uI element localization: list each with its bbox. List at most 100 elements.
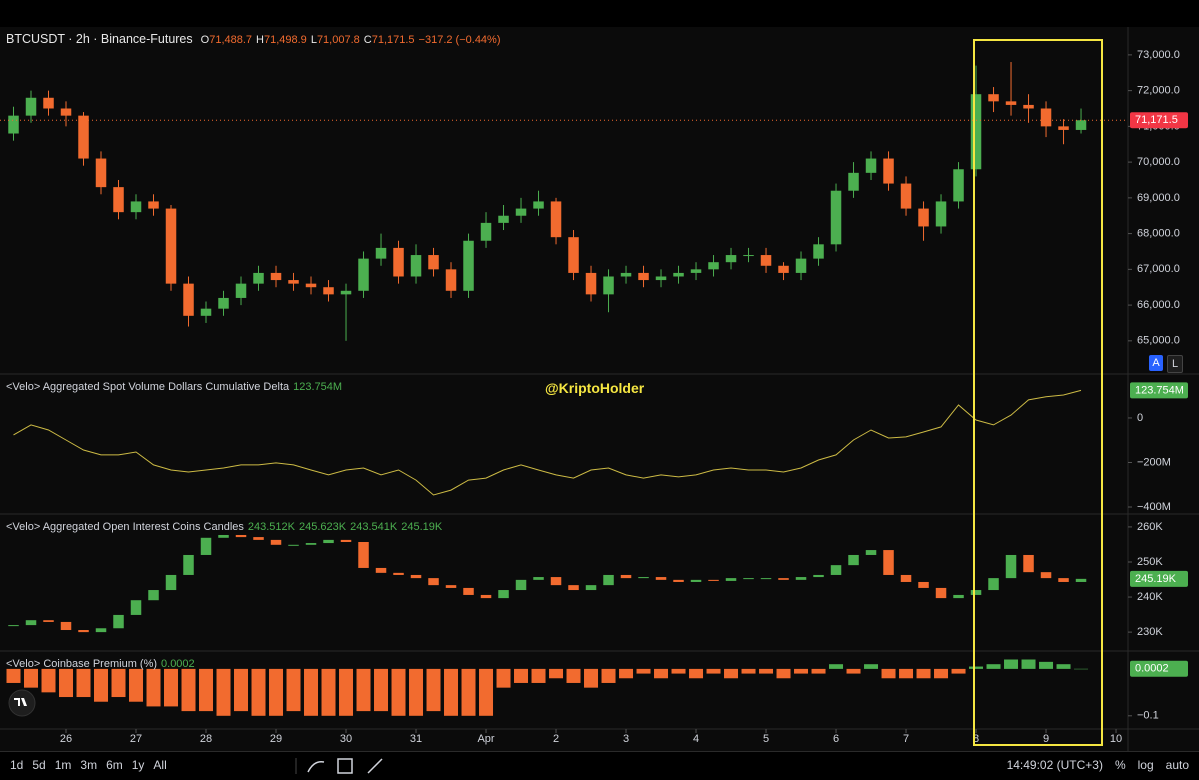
candle-body <box>480 222 492 241</box>
candle-body <box>43 97 54 109</box>
premium-bar <box>339 668 354 716</box>
ohlc-key: L <box>310 34 317 46</box>
candle-body <box>795 258 807 273</box>
candle-body <box>78 115 89 159</box>
candle-body <box>113 614 124 629</box>
premium-bar <box>951 668 966 674</box>
premium-bar <box>444 668 459 716</box>
premium-bar <box>41 668 56 693</box>
candle-body <box>725 255 737 263</box>
candle-body <box>25 620 37 626</box>
scale-option[interactable]: log <box>1137 758 1154 772</box>
premium-bar <box>409 668 424 716</box>
candle-body <box>43 620 54 622</box>
range-button[interactable]: 1d <box>10 758 24 772</box>
x-tick-label: 6 <box>833 733 839 745</box>
auto-scale-button[interactable]: A <box>1149 355 1163 371</box>
bottom-toolbar: 1d 5d 1m 3m 6m 1y All 14:49:02 (UTC+3)% log auto <box>0 751 1199 780</box>
premium-bar <box>356 668 371 712</box>
range-button[interactable]: 1m <box>54 758 72 772</box>
scale-option[interactable]: % <box>1114 758 1126 772</box>
premium-bar <box>251 668 266 716</box>
y-tick-label: 73,000.0 <box>1137 49 1180 61</box>
candle-body <box>375 247 387 259</box>
scale-option[interactable]: auto <box>1165 758 1189 772</box>
premium-bar <box>794 668 809 674</box>
candle-body <box>270 272 282 281</box>
candle-body <box>743 578 754 580</box>
candle-body <box>620 574 632 579</box>
candle-body <box>1058 578 1069 582</box>
candle-body <box>323 287 334 295</box>
candle-body <box>1040 108 1052 127</box>
y-tick-label: 68,000.0 <box>1137 228 1180 240</box>
candle-body <box>848 554 859 566</box>
range-button[interactable]: 3m <box>80 758 98 772</box>
premium-bar <box>601 668 616 683</box>
candle-body <box>8 625 19 627</box>
ohlc-value: 71,171.5 <box>371 34 415 46</box>
premium-bar <box>129 668 144 702</box>
last-value-badge <box>1130 570 1188 587</box>
candle-body <box>883 550 894 575</box>
x-tick-label: 9 <box>1043 733 1049 745</box>
premium-bar <box>776 668 791 679</box>
candle-body <box>60 108 72 116</box>
ohlc-value: 245.19K <box>401 521 443 533</box>
candle-body <box>358 542 369 568</box>
candle-body <box>620 272 632 277</box>
log-scale-button[interactable]: L <box>1167 355 1183 373</box>
range-button[interactable]: 5d <box>32 758 46 772</box>
line-tool[interactable] <box>367 758 383 774</box>
candle-body <box>865 158 877 173</box>
candle-body <box>550 201 562 238</box>
rect-tool[interactable] <box>337 758 353 774</box>
premium-bar <box>864 664 879 669</box>
ohlc-value: 71,488.7 <box>209 34 253 46</box>
x-tick-label: 10 <box>1110 733 1122 745</box>
ohlc-value: 245.623K <box>299 521 347 533</box>
x-tick-label: 28 <box>200 733 212 745</box>
candle-body <box>8 115 19 134</box>
candle-body <box>340 290 352 295</box>
range-buttons: 1d 5d 1m 3m 6m 1y All <box>10 758 176 772</box>
candle-body <box>953 169 964 202</box>
ohlc-value: 243.512K <box>247 521 295 533</box>
candle-body <box>235 534 247 538</box>
candle-body <box>603 574 614 586</box>
candle-body <box>935 587 947 599</box>
x-tick-label: 5 <box>763 733 769 745</box>
premium-bar <box>706 668 721 674</box>
candle-body <box>463 587 474 595</box>
marks: 26 27 28 29 30 31 Apr 2 3 4 5 6 7 8 9 10 65,000.0 66,000.… <box>0 49 1188 745</box>
premium-bar <box>1074 668 1089 670</box>
path-tool[interactable] <box>307 760 325 773</box>
premium-bar <box>479 668 494 716</box>
last-value-label: 245.19K <box>1135 573 1177 585</box>
candle-body <box>988 578 999 591</box>
range-button[interactable]: 6m <box>106 758 123 772</box>
candle-body <box>498 590 509 599</box>
candle-body <box>445 585 457 588</box>
candle-body <box>410 574 422 579</box>
range-button[interactable]: All <box>153 758 167 772</box>
premium-bar <box>916 668 931 679</box>
y-tick-label: −0.1 <box>1137 710 1159 722</box>
ohlc-value: 71,498.9 <box>263 34 307 46</box>
premium-bar <box>671 668 686 674</box>
candle-body <box>1075 578 1087 582</box>
y-tick-label: 230K <box>1137 626 1163 638</box>
premium-bar <box>496 668 511 688</box>
candle-body <box>183 283 194 316</box>
candle-body <box>253 272 264 284</box>
premium-bar <box>76 668 91 698</box>
premium-bar <box>689 668 704 679</box>
candle-body <box>428 255 439 270</box>
y-tick-label: 65,000.0 <box>1137 335 1180 347</box>
premium-bar <box>1056 664 1071 669</box>
premium-bar <box>566 668 581 683</box>
range-button[interactable]: 1y <box>131 758 145 772</box>
premium-bar <box>321 668 336 716</box>
premium-bar <box>881 668 896 679</box>
candle-body <box>1023 104 1034 109</box>
